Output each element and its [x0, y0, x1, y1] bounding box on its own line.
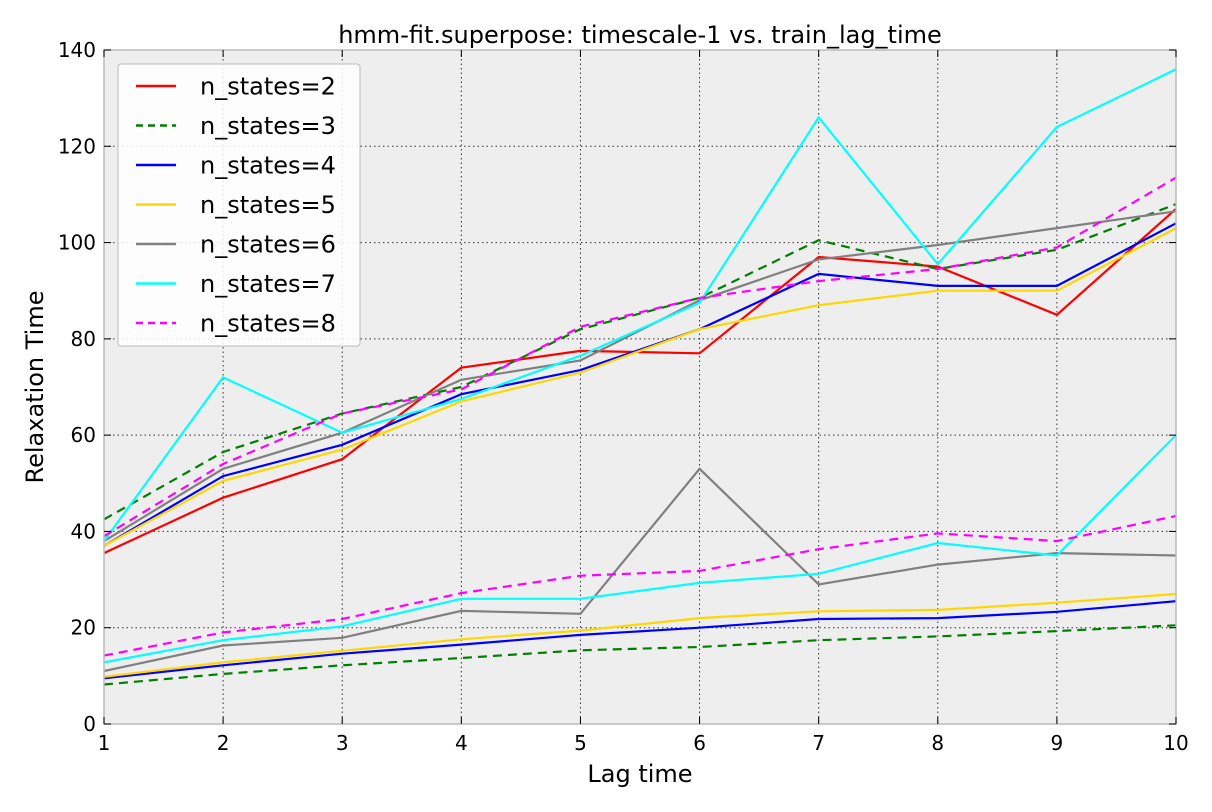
x-tick-label-3: 4 — [455, 731, 468, 755]
lower-series-line-1 — [104, 600, 1176, 680]
lower-series-line-2 — [104, 592, 1176, 678]
x-tick-label-5: 6 — [693, 731, 706, 755]
series-line-3 — [104, 227, 1176, 547]
y-tick-label-5: 100 — [58, 231, 96, 255]
series-line-5 — [104, 68, 1176, 542]
lower-series-line-5 — [104, 514, 1176, 657]
grid-lines — [104, 50, 1176, 724]
y-tick-label-3: 60 — [71, 423, 96, 447]
y-tick-label-1: 20 — [71, 616, 96, 640]
y-tick-label-6: 120 — [58, 134, 96, 158]
series-line-6 — [104, 176, 1176, 538]
lower-series-line-4 — [104, 434, 1176, 664]
legend-label-0: n_states=2 — [200, 73, 336, 101]
legend-label-4: n_states=6 — [200, 231, 336, 259]
x-axis-label: Lag time — [587, 760, 692, 788]
x-tick-label-7: 8 — [931, 731, 944, 755]
x-tick-label-2: 3 — [336, 731, 349, 755]
y-axis-label: Relaxation Time — [21, 291, 49, 484]
legend-label-6: n_states=8 — [200, 310, 336, 338]
legend-label-3: n_states=5 — [200, 191, 336, 219]
x-tick-label-0: 1 — [98, 731, 111, 755]
x-tick-label-1: 2 — [217, 731, 230, 755]
x-tick-label-6: 7 — [812, 731, 825, 755]
series-line-1 — [104, 203, 1176, 521]
x-tick-label-4: 5 — [574, 731, 587, 755]
x-tick-label-9: 10 — [1163, 731, 1188, 755]
chart-title: hmm-fit.superpose: timescale-1 vs. train… — [338, 21, 942, 49]
legend-box — [117, 63, 361, 347]
y-tick-label-0: 0 — [83, 712, 96, 736]
legend-label-2: n_states=4 — [200, 152, 336, 180]
x-tick-label-8: 9 — [1051, 731, 1064, 755]
y-tick-label-2: 40 — [71, 519, 96, 543]
lower-series-lines — [104, 434, 1176, 686]
plot-frame — [103, 49, 1177, 725]
series-lines — [104, 68, 1176, 555]
legend-label-5: n_states=7 — [200, 270, 336, 298]
legend: n_states=2 n_states=3 n_states=4 n_states=5… — [117, 63, 361, 347]
y-tick-label-4: 80 — [71, 327, 96, 351]
lower-series-line-3 — [104, 467, 1176, 673]
series-line-2 — [104, 222, 1176, 547]
y-tick-label-7: 140 — [58, 38, 96, 62]
legend-label-1: n_states=3 — [200, 112, 336, 140]
